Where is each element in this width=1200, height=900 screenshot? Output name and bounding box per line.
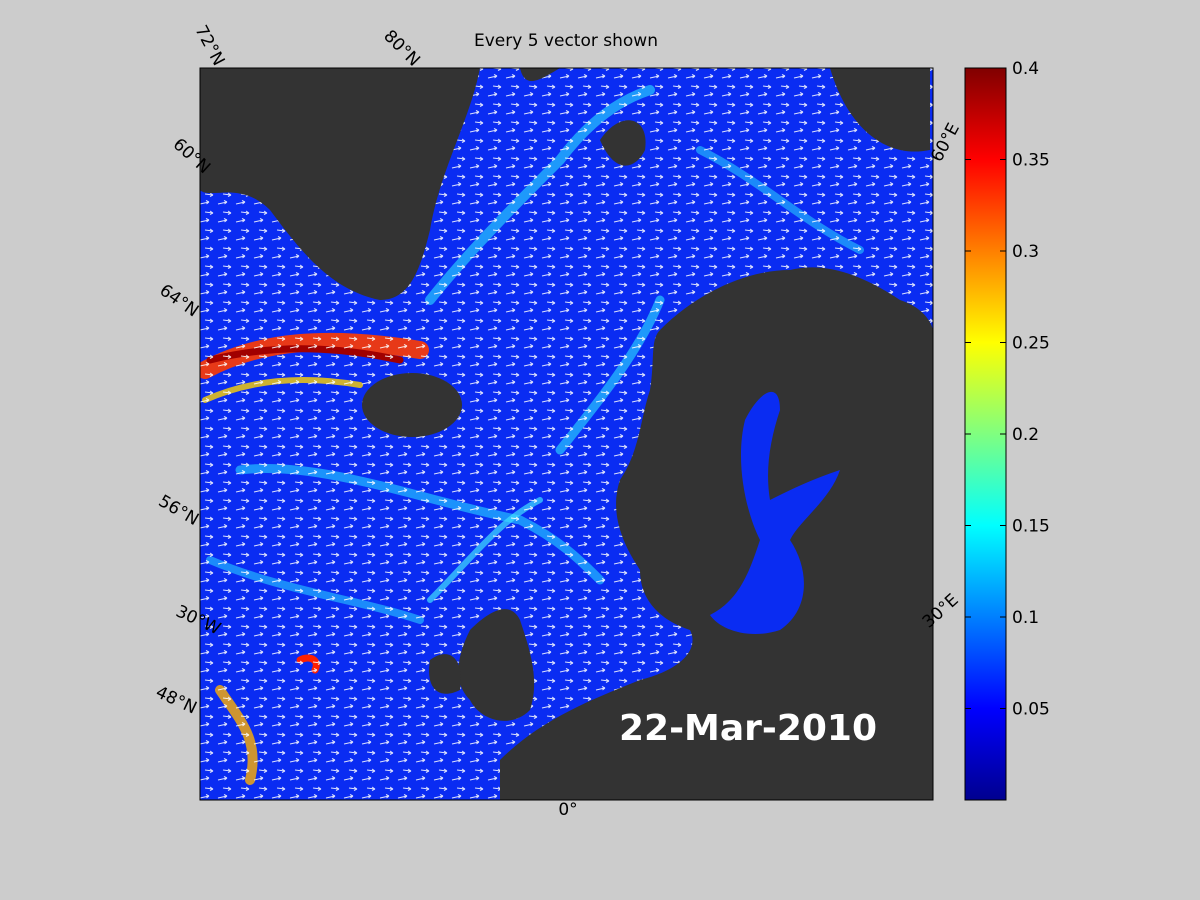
date-label: 22-Mar-2010 xyxy=(619,708,877,749)
colorbar-tick-label: 0.1 xyxy=(1012,608,1039,628)
inland-seas xyxy=(710,391,840,635)
grid-label: 72°N xyxy=(191,22,229,69)
colorbar-tick-label: 0.15 xyxy=(1012,517,1050,537)
grid-label: 0° xyxy=(558,800,577,820)
map xyxy=(200,68,933,800)
colorbar-ticks: 0.05 0.1 0.15 0.2 0.25 0.3 0.35 0.4 xyxy=(965,59,1050,720)
grid-label: 64°N xyxy=(156,280,203,321)
map-title: Every 5 vector shown xyxy=(474,31,658,51)
land xyxy=(200,68,933,800)
colorbar-tick-label: 0.05 xyxy=(1012,700,1050,720)
grid-label: 80°N xyxy=(379,26,423,70)
colorbar-tick-label: 0.4 xyxy=(1012,59,1039,79)
colorbar-tick-label: 0.3 xyxy=(1012,242,1039,262)
grid-label: 48°N xyxy=(152,682,199,718)
grid-label: 56°N xyxy=(155,491,202,530)
colorbar-tick-label: 0.2 xyxy=(1012,425,1039,445)
colorbar xyxy=(964,67,1007,801)
map-frame xyxy=(199,67,934,801)
colorbar-tick-label: 0.25 xyxy=(1012,334,1050,354)
colorbar-tick-label: 0.35 xyxy=(1012,151,1050,171)
